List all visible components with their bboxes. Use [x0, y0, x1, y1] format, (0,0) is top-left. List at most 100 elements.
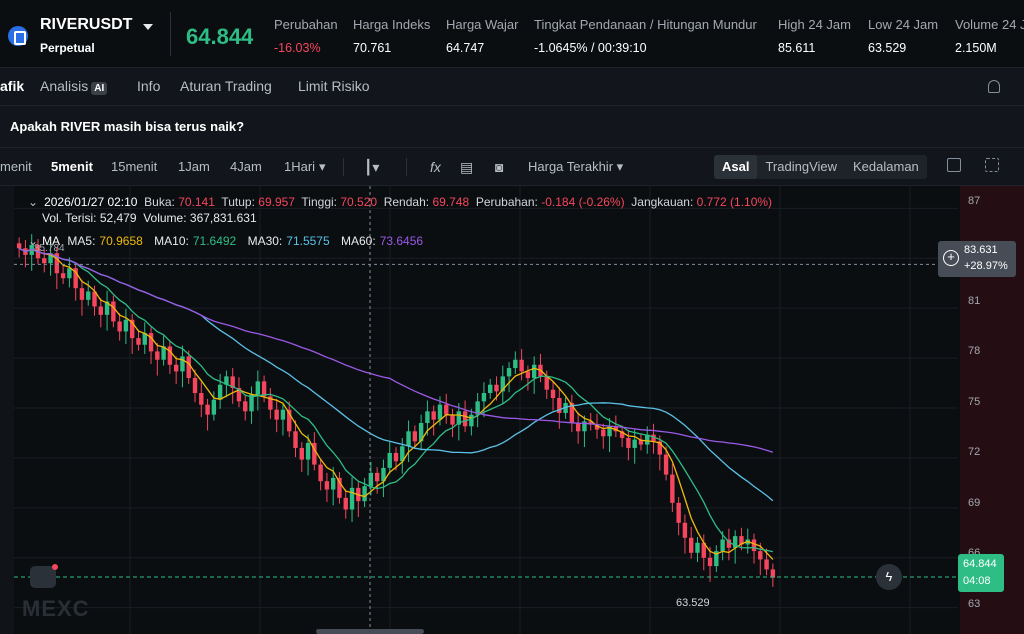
candle-body — [236, 388, 242, 402]
crosshair-change: +28.97% — [964, 260, 1008, 272]
indicator-icon[interactable]: fx — [430, 159, 441, 175]
ma10-line — [18, 247, 774, 553]
candlestick-chart[interactable] — [0, 186, 1024, 634]
tab-info[interactable]: Info — [137, 78, 161, 94]
symbol-name[interactable]: RIVERUSDT — [40, 16, 133, 33]
candle-body — [199, 393, 204, 405]
candle-body — [550, 389, 556, 399]
candle-body — [488, 384, 493, 394]
layout-icon[interactable]: ▤ — [460, 159, 474, 175]
candle-body — [343, 497, 348, 510]
chart-area[interactable] — [0, 186, 1024, 634]
candle-body — [601, 429, 606, 437]
volume-label: Volume: — [143, 211, 187, 225]
y-tick-label: 69 — [968, 497, 981, 509]
timeframe-4h[interactable]: 4Jam — [230, 159, 262, 174]
candle-body — [117, 321, 122, 332]
camera-icon[interactable]: ◙ — [495, 159, 504, 175]
filled-vol: 52,479 — [99, 211, 137, 225]
quick-order-icon[interactable]: ϟ — [876, 564, 902, 590]
candle-body — [506, 368, 512, 377]
stat-value: -16.03% — [274, 41, 321, 55]
settings-panel-icon[interactable] — [947, 158, 961, 172]
tab-bar: afik Analisis AI Info Aturan Trading Limi… — [0, 68, 1024, 106]
stat-value: 64.747 — [446, 41, 485, 55]
ai-question-bar[interactable]: Apakah RIVER masih bisa terus naik? — [0, 106, 1024, 148]
collapse-chevron-icon[interactable]: ⌄ — [28, 195, 39, 209]
candle-body — [161, 346, 166, 360]
candle-body — [155, 351, 160, 360]
price-type-select[interactable]: Harga Terakhir ▾ — [528, 159, 624, 174]
crosshair-price-tag[interactable]: + 83.631 +28.97% — [938, 241, 1016, 277]
ma-label: MA — [42, 234, 61, 248]
candle-body — [381, 467, 386, 482]
tab-risk-limit[interactable]: Limit Risiko — [298, 78, 370, 94]
candle-body — [86, 291, 91, 300]
candle-body — [393, 452, 399, 462]
low-marker-label: 63.529 — [676, 597, 710, 609]
candle-body — [330, 477, 336, 490]
ma10-label: MA10: — [154, 234, 189, 248]
current-price-tag: 64.844 04:08 — [958, 554, 1004, 592]
candle-body — [268, 396, 273, 410]
candle-body — [274, 409, 279, 420]
ohlc-change: -0.184 (-0.26%) — [541, 195, 625, 209]
y-tick-label: 87 — [968, 195, 981, 207]
candle-body — [92, 291, 97, 307]
candle-body — [626, 437, 631, 448]
candle-body — [519, 359, 524, 372]
candle-body — [594, 424, 600, 430]
candle-body — [67, 268, 72, 279]
symbol-dropdown-icon[interactable] — [143, 24, 153, 30]
view-original[interactable]: Asal — [714, 155, 758, 179]
drawing-tools-strip[interactable] — [0, 186, 14, 634]
tab-chart[interactable]: afik — [0, 78, 25, 94]
ai-badge: AI — [91, 82, 108, 95]
candle-body — [249, 394, 254, 412]
candle-body — [136, 338, 141, 345]
view-tradingview[interactable]: TradingView — [765, 159, 838, 174]
notification-dot — [52, 564, 58, 570]
candle-body — [525, 371, 531, 379]
candle-body — [374, 472, 380, 482]
crosshair-price: 83.631 — [964, 244, 998, 256]
timeframe-1min[interactable]: menit — [0, 159, 32, 174]
timeframe-15min[interactable]: 15menit — [111, 159, 158, 174]
stat-value: -1.0645% / 00:39:10 — [534, 41, 647, 55]
chart-view-switch: Asal TradingView Kedalaman — [714, 155, 927, 179]
ohlc-change-label: Perubahan: — [475, 195, 538, 209]
bell-icon[interactable] — [988, 80, 1000, 93]
tab-trading-rules[interactable]: Aturan Trading — [180, 78, 272, 94]
add-alert-icon[interactable]: + — [943, 250, 959, 266]
view-depth[interactable]: Kedalaman — [853, 159, 919, 174]
ohlc-open-label: Buka: — [144, 195, 175, 209]
ma30-label: MA30: — [247, 234, 283, 248]
ai-question-text[interactable]: Apakah RIVER masih bisa terus naik? — [10, 119, 245, 134]
stat-funding-rate: Tingkat Pendanaan / Hitungan Mundur -1.06… — [534, 17, 757, 55]
timeframe-more-icon[interactable]: ▾ — [319, 159, 326, 174]
fullscreen-icon[interactable] — [985, 158, 999, 172]
tab-analysis[interactable]: Analisis AI — [40, 78, 108, 95]
candle-type-icon[interactable]: ┃▾ — [364, 159, 380, 175]
ohlc-range-label: Jangkauan: — [631, 195, 694, 209]
ma60-line — [18, 247, 774, 453]
candle-body — [255, 381, 261, 395]
y-tick-label: 81 — [968, 295, 981, 307]
candle-body — [305, 442, 311, 460]
toolbar-divider — [343, 158, 344, 176]
timeframe-1d[interactable]: 1Hari — [284, 159, 316, 174]
last-price: 64.844 — [186, 24, 254, 49]
timeframe-1h[interactable]: 1Jam — [178, 159, 210, 174]
chat-icon[interactable] — [30, 566, 56, 588]
candle-body — [758, 551, 763, 560]
candle-body — [575, 422, 581, 432]
candle-body — [695, 542, 700, 553]
candle-body — [751, 539, 757, 552]
stat-value: 2.150M — [955, 41, 997, 55]
collapse-chevron-icon[interactable]: ⌄ — [28, 234, 39, 248]
volume-legend: Vol. Terisi: 52,479 Volume: 367,831.631 — [42, 211, 257, 225]
candle-body — [726, 539, 732, 548]
chart-scrollbar[interactable] — [316, 629, 424, 634]
stat-value: 85.611 — [778, 41, 816, 55]
timeframe-5min[interactable]: 5menit — [51, 159, 93, 174]
